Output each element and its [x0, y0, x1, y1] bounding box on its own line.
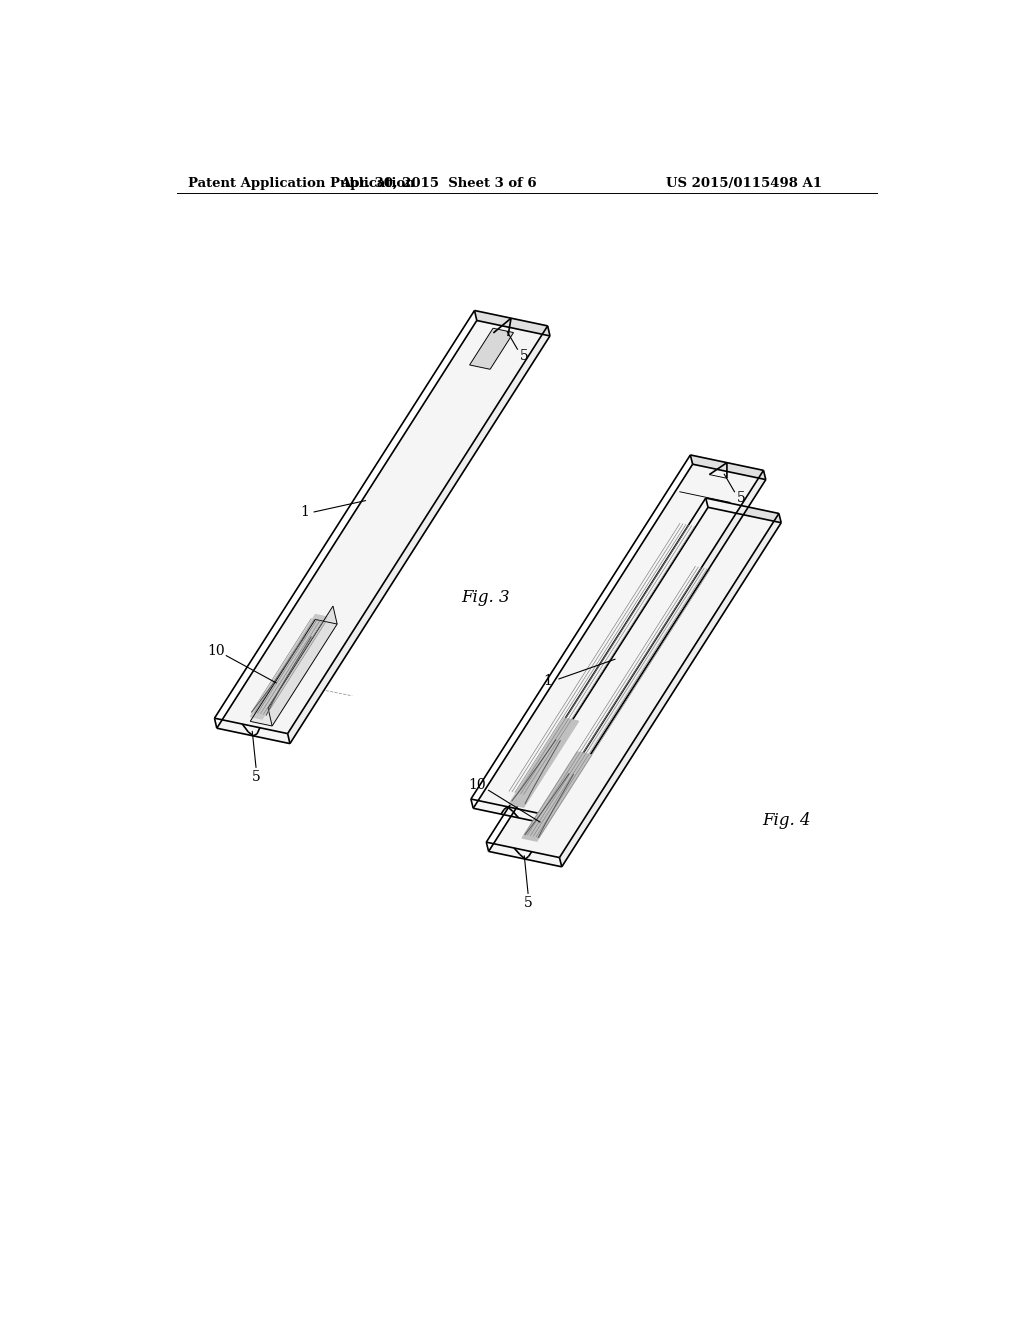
Polygon shape — [288, 326, 550, 743]
Text: 5: 5 — [523, 896, 532, 911]
Text: 5: 5 — [252, 770, 260, 784]
Text: Patent Application Publication: Patent Application Publication — [188, 177, 415, 190]
Polygon shape — [473, 465, 766, 824]
Text: US 2015/0115498 A1: US 2015/0115498 A1 — [666, 177, 821, 190]
Polygon shape — [470, 329, 513, 370]
Polygon shape — [544, 470, 766, 824]
Polygon shape — [522, 752, 592, 841]
Polygon shape — [268, 606, 337, 726]
Text: 10: 10 — [208, 644, 225, 657]
Text: Fig. 3: Fig. 3 — [462, 589, 510, 606]
Polygon shape — [250, 619, 337, 726]
Text: Fig. 4: Fig. 4 — [762, 812, 811, 829]
Polygon shape — [474, 310, 550, 335]
Polygon shape — [509, 718, 579, 808]
Polygon shape — [488, 507, 781, 867]
Text: Apr. 30, 2015  Sheet 3 of 6: Apr. 30, 2015 Sheet 3 of 6 — [340, 177, 537, 190]
Polygon shape — [706, 498, 781, 523]
Text: 1: 1 — [544, 673, 552, 688]
Text: 1: 1 — [300, 506, 309, 519]
Text: 5: 5 — [736, 491, 745, 506]
Polygon shape — [251, 615, 327, 719]
Text: 10: 10 — [468, 779, 486, 792]
Text: 5: 5 — [519, 348, 528, 363]
Polygon shape — [690, 455, 766, 479]
Polygon shape — [559, 513, 781, 867]
Polygon shape — [217, 321, 550, 743]
